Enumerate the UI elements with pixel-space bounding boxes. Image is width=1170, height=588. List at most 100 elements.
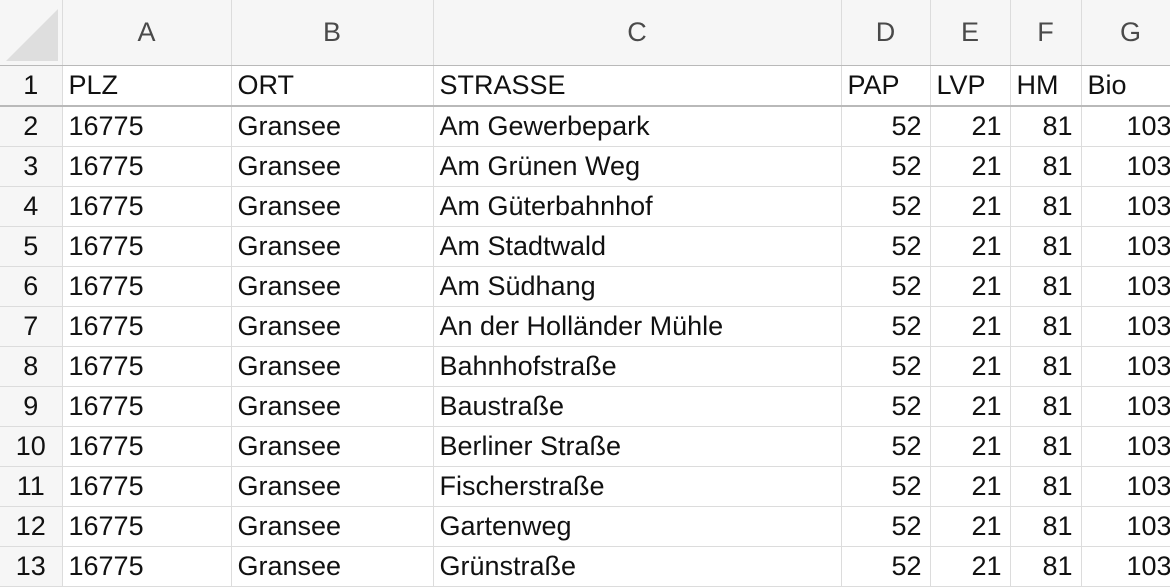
cell-b[interactable]: Gransee <box>231 186 434 227</box>
row-header[interactable]: 4 <box>0 186 63 227</box>
cell-e[interactable]: LVP <box>930 65 1011 107</box>
row-header[interactable]: 13 <box>0 546 63 587</box>
row-header[interactable]: 7 <box>0 306 63 347</box>
cell-a[interactable]: 16775 <box>62 306 232 347</box>
cell-g[interactable]: 103 <box>1081 106 1170 147</box>
cell-g[interactable]: 103 <box>1081 426 1170 467</box>
cell-e[interactable]: 21 <box>930 506 1011 547</box>
cell-g[interactable]: 103 <box>1081 466 1170 507</box>
cell-a[interactable]: 16775 <box>62 266 232 307</box>
cell-f[interactable]: 81 <box>1010 546 1082 587</box>
cell-a[interactable]: PLZ <box>62 65 232 107</box>
cell-f[interactable]: 81 <box>1010 426 1082 467</box>
cell-f[interactable]: 81 <box>1010 306 1082 347</box>
cell-g[interactable]: Bio <box>1081 65 1170 107</box>
cell-g[interactable]: 103 <box>1081 186 1170 227</box>
cell-b[interactable]: Gransee <box>231 346 434 387</box>
cell-c[interactable]: Baustraße <box>433 386 842 427</box>
cell-f[interactable]: 81 <box>1010 186 1082 227</box>
row-header[interactable]: 5 <box>0 226 63 267</box>
row-header[interactable]: 2 <box>0 106 63 147</box>
cell-b[interactable]: Gransee <box>231 306 434 347</box>
cell-f[interactable]: 81 <box>1010 386 1082 427</box>
cell-g[interactable]: 103 <box>1081 546 1170 587</box>
cell-a[interactable]: 16775 <box>62 186 232 227</box>
cell-b[interactable]: Gransee <box>231 266 434 307</box>
column-header-d[interactable]: D <box>841 0 931 66</box>
column-header-f[interactable]: F <box>1010 0 1082 66</box>
cell-d[interactable]: 52 <box>841 546 931 587</box>
cell-e[interactable]: 21 <box>930 266 1011 307</box>
cell-a[interactable]: 16775 <box>62 546 232 587</box>
cell-d[interactable]: 52 <box>841 266 931 307</box>
cell-e[interactable]: 21 <box>930 226 1011 267</box>
cell-g[interactable]: 103 <box>1081 306 1170 347</box>
cell-c[interactable]: Grünstraße <box>433 546 842 587</box>
cell-b[interactable]: Gransee <box>231 466 434 507</box>
cell-d[interactable]: 52 <box>841 146 931 187</box>
cell-e[interactable]: 21 <box>930 546 1011 587</box>
cell-f[interactable]: 81 <box>1010 506 1082 547</box>
cell-b[interactable]: Gransee <box>231 386 434 427</box>
cell-d[interactable]: PAP <box>841 65 931 107</box>
cell-f[interactable]: 81 <box>1010 106 1082 147</box>
cell-a[interactable]: 16775 <box>62 506 232 547</box>
cell-f[interactable]: 81 <box>1010 346 1082 387</box>
cell-d[interactable]: 52 <box>841 346 931 387</box>
cell-e[interactable]: 21 <box>930 466 1011 507</box>
select-all-corner[interactable] <box>0 0 63 66</box>
cell-d[interactable]: 52 <box>841 466 931 507</box>
cell-b[interactable]: Gransee <box>231 506 434 547</box>
cell-g[interactable]: 103 <box>1081 386 1170 427</box>
cell-a[interactable]: 16775 <box>62 346 232 387</box>
cell-f[interactable]: 81 <box>1010 466 1082 507</box>
cell-d[interactable]: 52 <box>841 226 931 267</box>
row-header[interactable]: 3 <box>0 146 63 187</box>
column-header-b[interactable]: B <box>231 0 434 66</box>
cell-a[interactable]: 16775 <box>62 426 232 467</box>
cell-c[interactable]: Berliner Straße <box>433 426 842 467</box>
cell-a[interactable]: 16775 <box>62 146 232 187</box>
row-header[interactable]: 12 <box>0 506 63 547</box>
cell-c[interactable]: Bahnhofstraße <box>433 346 842 387</box>
row-header[interactable]: 6 <box>0 266 63 307</box>
cell-c[interactable]: Gartenweg <box>433 506 842 547</box>
cell-a[interactable]: 16775 <box>62 226 232 267</box>
cell-e[interactable]: 21 <box>930 146 1011 187</box>
cell-f[interactable]: 81 <box>1010 266 1082 307</box>
cell-e[interactable]: 21 <box>930 386 1011 427</box>
cell-b[interactable]: Gransee <box>231 546 434 587</box>
cell-e[interactable]: 21 <box>930 306 1011 347</box>
column-header-a[interactable]: A <box>62 0 232 66</box>
cell-f[interactable]: 81 <box>1010 226 1082 267</box>
cell-d[interactable]: 52 <box>841 506 931 547</box>
cell-c[interactable]: Am Stadtwald <box>433 226 842 267</box>
cell-d[interactable]: 52 <box>841 306 931 347</box>
cell-b[interactable]: Gransee <box>231 426 434 467</box>
cell-a[interactable]: 16775 <box>62 106 232 147</box>
cell-c[interactable]: Am Grünen Weg <box>433 146 842 187</box>
cell-e[interactable]: 21 <box>930 186 1011 227</box>
column-header-c[interactable]: C <box>433 0 842 66</box>
cell-b[interactable]: ORT <box>231 65 434 107</box>
row-header[interactable]: 9 <box>0 386 63 427</box>
cell-g[interactable]: 103 <box>1081 146 1170 187</box>
cell-g[interactable]: 103 <box>1081 226 1170 267</box>
cell-c[interactable]: Am Gewerbepark <box>433 106 842 147</box>
cell-f[interactable]: HM <box>1010 65 1082 107</box>
column-header-g[interactable]: G <box>1081 0 1170 66</box>
column-header-e[interactable]: E <box>930 0 1011 66</box>
cell-g[interactable]: 103 <box>1081 346 1170 387</box>
cell-c[interactable]: Am Güterbahnhof <box>433 186 842 227</box>
cell-c[interactable]: Am Südhang <box>433 266 842 307</box>
cell-g[interactable]: 103 <box>1081 506 1170 547</box>
row-header[interactable]: 1 <box>0 65 63 107</box>
cell-a[interactable]: 16775 <box>62 466 232 507</box>
row-header[interactable]: 11 <box>0 466 63 507</box>
cell-c[interactable]: An der Holländer Mühle <box>433 306 842 347</box>
cell-a[interactable]: 16775 <box>62 386 232 427</box>
cell-d[interactable]: 52 <box>841 106 931 147</box>
cell-e[interactable]: 21 <box>930 426 1011 467</box>
cell-c[interactable]: Fischerstraße <box>433 466 842 507</box>
row-header[interactable]: 10 <box>0 426 63 467</box>
